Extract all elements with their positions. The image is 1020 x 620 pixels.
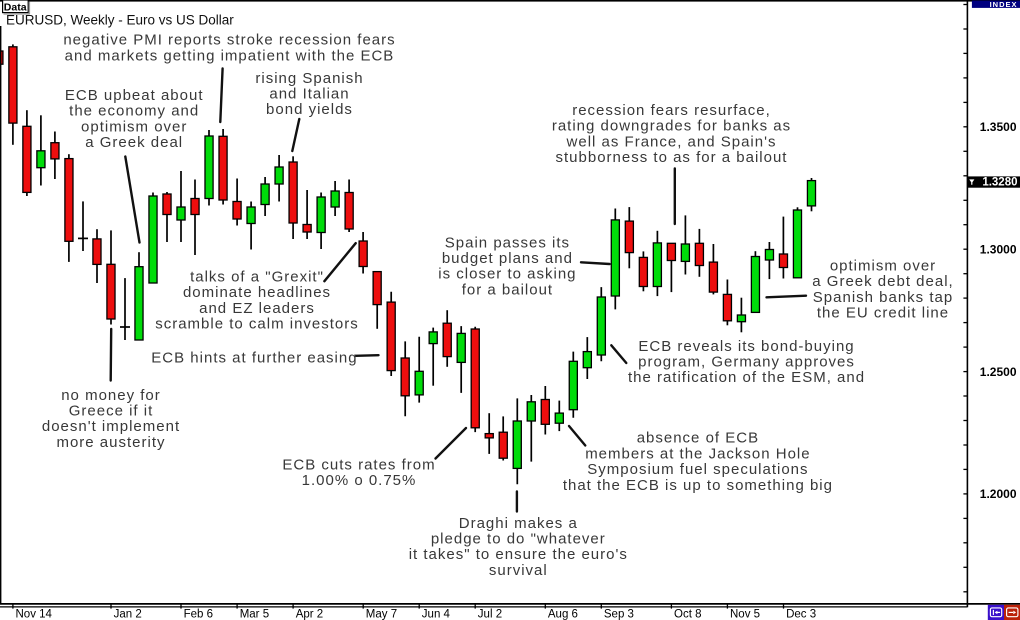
svg-text:and Italian: and Italian	[269, 86, 349, 103]
svg-text:a Greek debt deal,: a Greek debt deal,	[812, 273, 953, 290]
svg-text:Jan 2: Jan 2	[114, 609, 142, 620]
svg-text:Jul 2: Jul 2	[478, 609, 502, 620]
svg-text:and EZ leaders: and EZ leaders	[199, 300, 315, 317]
svg-text:Spain passes its: Spain passes its	[445, 235, 570, 252]
svg-text:1.00% o 0.75%: 1.00% o 0.75%	[302, 472, 417, 489]
svg-text:a Greek deal: a Greek deal	[85, 134, 183, 151]
svg-text:INDEX: INDEX	[990, 0, 1018, 9]
svg-text:well as France, and Spain's: well as France, and Spain's	[566, 133, 777, 150]
svg-text:talks of a "Grexit": talks of a "Grexit"	[190, 268, 324, 285]
svg-text:Greece if it: Greece if it	[69, 403, 154, 420]
svg-text:no money for: no money for	[61, 387, 161, 404]
svg-text:ECB cuts rates from: ECB cuts rates from	[282, 456, 435, 473]
svg-text:Sep 3: Sep 3	[604, 609, 634, 620]
svg-text:and markets getting impatient: and markets getting impatient with the E…	[65, 47, 395, 64]
svg-text:more austerity: more austerity	[56, 434, 165, 451]
svg-text:1.3500: 1.3500	[980, 120, 1017, 134]
svg-text:members at the Jackson Hole: members at the Jackson Hole	[585, 445, 810, 462]
svg-text:rating downgrades for banks as: rating downgrades for banks as	[552, 118, 791, 135]
svg-text:for a bailout: for a bailout	[462, 281, 553, 298]
svg-text:Data: Data	[4, 1, 27, 13]
svg-text:Symposium fuel speculations: Symposium fuel speculations	[587, 461, 808, 478]
svg-text:it takes" to ensure the euro's: it takes" to ensure the euro's	[409, 546, 628, 563]
svg-text:the EU credit line: the EU credit line	[817, 305, 949, 322]
svg-text:the economy and: the economy and	[69, 103, 199, 120]
svg-text:ECB hints at further easing: ECB hints at further easing	[151, 350, 357, 367]
svg-text:Spanish banks tap: Spanish banks tap	[813, 289, 953, 306]
svg-text:that the ECB is up to somethin: that the ECB is up to something big	[563, 477, 833, 494]
svg-text:Nov 14: Nov 14	[16, 609, 53, 620]
svg-text:recession fears resurface,: recession fears resurface,	[572, 102, 771, 119]
svg-text:Aug 6: Aug 6	[548, 609, 578, 620]
svg-text:Apr 2: Apr 2	[296, 609, 324, 620]
svg-text:negative PMI reports stroke re: negative PMI reports stroke recession fe…	[63, 32, 395, 49]
svg-text:1.2000: 1.2000	[980, 487, 1017, 501]
svg-text:is closer to asking: is closer to asking	[438, 266, 576, 283]
svg-text:1.2500: 1.2500	[980, 365, 1017, 379]
svg-text:Mar 5: Mar 5	[240, 609, 269, 620]
svg-text:scramble to calm investors: scramble to calm investors	[155, 316, 359, 333]
svg-text:Jun 4: Jun 4	[422, 609, 451, 620]
svg-text:Draghi makes a: Draghi makes a	[459, 515, 578, 532]
svg-text:bond yields: bond yields	[266, 101, 353, 118]
svg-text:optimism over: optimism over	[81, 118, 187, 135]
svg-text:stubborness to as for a bailou: stubborness to as for a bailout	[556, 149, 788, 166]
svg-text:absence of ECB: absence of ECB	[637, 430, 759, 447]
svg-text:ECB reveals its bond-buying: ECB reveals its bond-buying	[638, 338, 854, 355]
svg-text:1.3000: 1.3000	[980, 242, 1017, 256]
svg-text:Nov 5: Nov 5	[730, 609, 760, 620]
svg-text:dominate headlines: dominate headlines	[183, 284, 331, 301]
svg-text:Dec 3: Dec 3	[786, 609, 816, 620]
svg-text:program, Germany approves: program, Germany approves	[638, 354, 855, 371]
svg-text:1.3280: 1.3280	[982, 177, 1017, 189]
svg-text:EURUSD, Weekly - Euro vs US Do: EURUSD, Weekly - Euro vs US Dollar	[6, 13, 234, 28]
svg-text:pledge to do "whatever: pledge to do "whatever	[431, 531, 606, 548]
svg-text:budget plans and: budget plans and	[442, 250, 573, 267]
svg-text:doesn't implement: doesn't implement	[42, 418, 180, 435]
svg-text:ECB upbeat about: ECB upbeat about	[65, 87, 204, 104]
svg-text:optimism over: optimism over	[830, 257, 936, 274]
svg-text:survival: survival	[489, 562, 548, 579]
svg-text:Oct 8: Oct 8	[674, 609, 701, 620]
svg-text:Feb 6: Feb 6	[184, 609, 213, 620]
svg-text:rising Spanish: rising Spanish	[255, 70, 363, 87]
svg-text:May 7: May 7	[366, 609, 397, 620]
svg-text:the ratification of the ESM, a: the ratification of the ESM, and	[628, 369, 865, 386]
